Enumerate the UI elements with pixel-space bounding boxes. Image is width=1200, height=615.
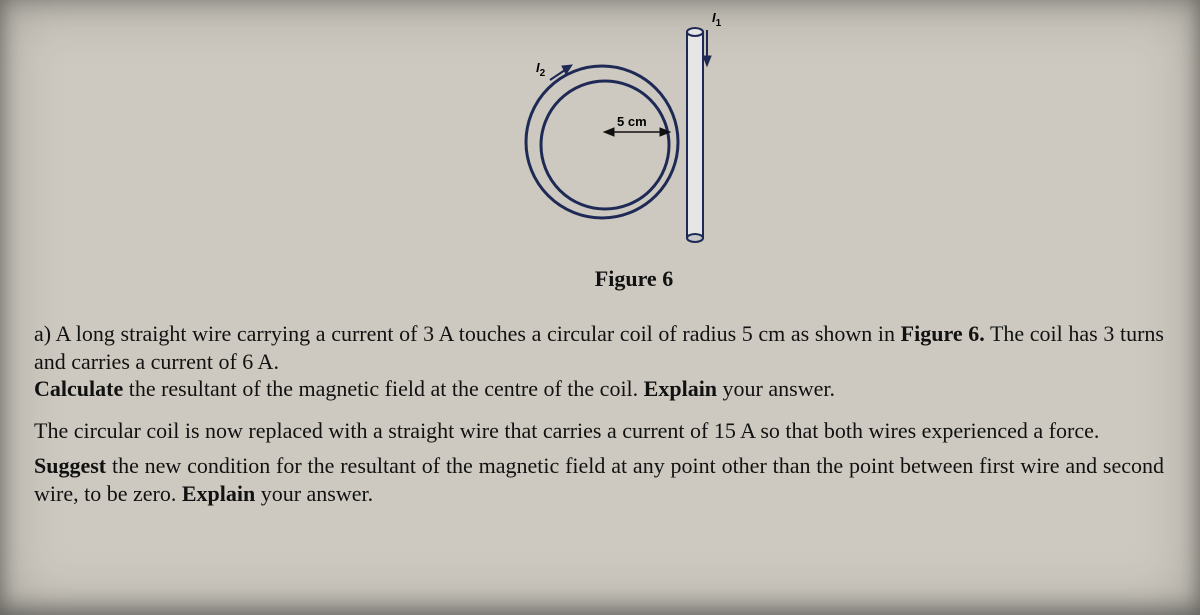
suggest-label: Suggest [34,453,106,478]
i1-label: I1 [712,12,722,29]
radius-label: 5 cm [617,114,647,129]
coil [526,66,678,218]
radius-dimension [604,128,670,136]
current-i1-arrow [703,30,711,66]
straight-wire [687,28,703,242]
explain-label-2: Explain [182,481,255,506]
calculate-label: Calculate [34,376,123,401]
explain-label-1: Explain [644,376,717,401]
i2-label: I2 [536,60,546,79]
para-a-tail: your answer. [723,376,835,401]
paragraph-a: a) A long straight wire carrying a curre… [34,320,1164,403]
para-a-line1: a) A long straight wire carrying a curre… [34,321,901,346]
page: I1 I2 5 cm Figure 6 a) A long straight w… [22,18,1176,605]
para-b-tail: your answer. [261,481,373,506]
paragraph-b-1: The circular coil is now replaced with a… [34,417,1164,445]
figure-diagram: I1 I2 5 cm [482,12,782,252]
figure-caption: Figure 6 [22,266,1176,292]
paragraph-b-2: Suggest the new condition for the result… [34,452,1164,507]
figure-ref: Figure 6. [901,321,985,346]
question-text: a) A long straight wire carrying a curre… [34,320,1164,515]
para-a-calc: the resultant of the magnetic field at t… [129,376,644,401]
figure-area: I1 I2 5 cm [22,18,1176,258]
